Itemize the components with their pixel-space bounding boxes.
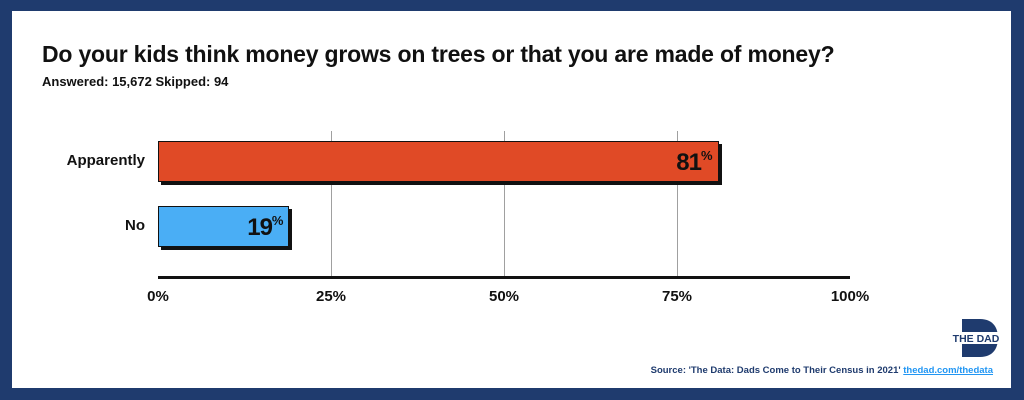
logo-text: THE DAD: [953, 333, 1000, 345]
gridline: [331, 131, 332, 276]
bar-no: [158, 206, 290, 247]
bar-value-label: 19%: [247, 213, 283, 242]
chart-subtitle: Answered: 15,672 Skipped: 94: [42, 74, 229, 89]
the-dad-logo: THE DAD: [952, 319, 1000, 357]
category-label: No: [125, 217, 145, 234]
gridline: [677, 131, 678, 276]
x-tick-label: 75%: [661, 288, 693, 305]
category-label: Apparently: [66, 152, 145, 169]
chart-title: Do your kids think money grows on trees …: [42, 41, 835, 67]
gridline: [504, 131, 505, 276]
source-link[interactable]: thedad.com/thedata: [903, 365, 993, 376]
x-tick-label: 100%: [830, 288, 870, 305]
x-axis-line: [158, 276, 850, 279]
source-note: Source: 'The Data: Dads Come to Their Ce…: [651, 365, 993, 376]
x-tick-label: 0%: [147, 288, 169, 305]
chart-card: Do your kids think money grows on trees …: [12, 11, 1011, 388]
bar-value-label: 81%: [676, 148, 712, 177]
bar-apparently: [158, 141, 719, 182]
value-suffix: %: [700, 148, 713, 163]
value-number: 81: [676, 149, 702, 176]
x-tick-label: 25%: [315, 288, 347, 305]
source-text: Source: 'The Data: Dads Come to Their Ce…: [650, 365, 901, 376]
value-suffix: %: [271, 213, 284, 228]
value-number: 19: [247, 214, 273, 241]
x-tick-label: 50%: [488, 288, 520, 305]
